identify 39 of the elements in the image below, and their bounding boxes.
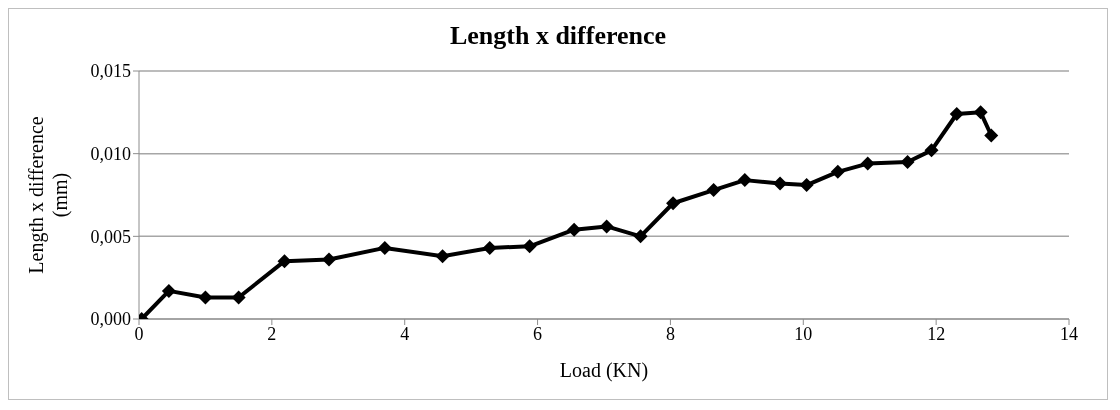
point (737, 173, 752, 188)
point (522, 239, 537, 254)
point (706, 183, 721, 198)
x-tick-label: 12 (927, 323, 946, 344)
chart-title: Length x difference (448, 21, 668, 51)
point (277, 254, 292, 269)
x-axis-title: Load (KN) (559, 359, 649, 382)
point (567, 222, 582, 237)
point (773, 176, 788, 191)
point (599, 219, 614, 234)
x-tick-label: 14 (1060, 323, 1078, 344)
point (321, 252, 336, 267)
x-tick-label: 8 (665, 323, 675, 344)
point (860, 156, 875, 171)
point (949, 106, 964, 121)
y-tick-label: 0,015 (90, 61, 131, 82)
point (799, 178, 814, 193)
y-tick-label: 0,005 (90, 226, 131, 247)
y-axis-title: Length x difference (mm) (25, 116, 72, 274)
x-tick-label: 6 (533, 323, 543, 344)
point (633, 229, 648, 244)
point (973, 105, 988, 120)
x-tick-label: 10 (794, 323, 813, 344)
point (231, 290, 246, 305)
point (482, 240, 497, 255)
point (666, 196, 681, 211)
point (900, 154, 915, 169)
x-tick-label: 2 (267, 323, 277, 344)
point (161, 283, 176, 298)
point (830, 164, 845, 179)
point (924, 143, 939, 158)
point (198, 290, 213, 305)
x-tick-label: 0 (134, 323, 144, 344)
point (435, 249, 450, 264)
point (984, 128, 999, 143)
x-tick-label: 4 (400, 323, 410, 344)
y-tick-label: 0,000 (90, 309, 131, 330)
y-tick-label: 0,010 (90, 144, 131, 165)
point (377, 240, 392, 255)
